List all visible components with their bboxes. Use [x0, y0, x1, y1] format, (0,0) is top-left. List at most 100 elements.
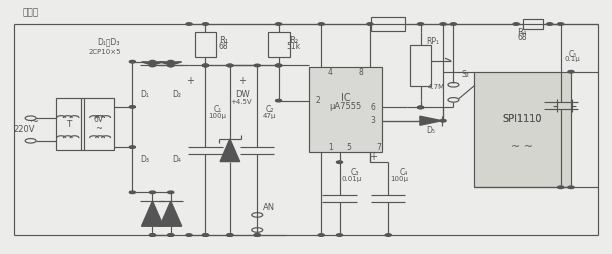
- Text: SPI1110: SPI1110: [502, 115, 542, 124]
- Text: 68: 68: [518, 33, 527, 42]
- Circle shape: [227, 64, 233, 67]
- Text: R₁: R₁: [219, 36, 228, 45]
- Text: 220V: 220V: [14, 125, 35, 134]
- Circle shape: [186, 23, 192, 25]
- Circle shape: [149, 60, 155, 63]
- Text: C₅: C₅: [569, 50, 577, 59]
- Circle shape: [417, 106, 424, 109]
- Text: RP₁: RP₁: [426, 37, 439, 46]
- Text: D₃: D₃: [141, 155, 150, 164]
- Text: C₃: C₃: [351, 168, 359, 177]
- Circle shape: [318, 23, 324, 25]
- Circle shape: [417, 106, 424, 109]
- Text: +: +: [369, 152, 377, 162]
- Circle shape: [558, 186, 564, 188]
- Circle shape: [440, 23, 446, 25]
- Circle shape: [168, 64, 174, 67]
- Text: C₄: C₄: [400, 168, 408, 177]
- Circle shape: [547, 23, 553, 25]
- Text: ~: ~: [95, 124, 102, 133]
- Text: 51k: 51k: [287, 42, 301, 51]
- Polygon shape: [160, 62, 182, 65]
- Text: SPI1110: SPI1110: [502, 115, 542, 124]
- Text: DW: DW: [234, 90, 250, 99]
- Circle shape: [275, 99, 282, 102]
- Circle shape: [203, 64, 209, 67]
- Text: IC: IC: [341, 93, 351, 103]
- Circle shape: [168, 234, 174, 236]
- Circle shape: [168, 64, 174, 67]
- Polygon shape: [141, 62, 163, 65]
- Text: 2CP10×5: 2CP10×5: [89, 49, 121, 55]
- Circle shape: [168, 191, 174, 194]
- Circle shape: [203, 234, 209, 236]
- Circle shape: [168, 60, 174, 63]
- Text: D₁～D₃: D₁～D₃: [97, 37, 119, 46]
- Circle shape: [129, 60, 135, 63]
- Polygon shape: [160, 201, 182, 226]
- Circle shape: [318, 234, 324, 236]
- Circle shape: [568, 70, 574, 73]
- Circle shape: [275, 64, 282, 67]
- Circle shape: [568, 186, 574, 188]
- Circle shape: [149, 191, 155, 194]
- Bar: [195, 32, 217, 57]
- Text: 6: 6: [371, 103, 375, 112]
- Text: 0.01μ: 0.01μ: [341, 176, 362, 182]
- Text: 47μ: 47μ: [263, 113, 276, 119]
- Bar: [267, 32, 289, 57]
- Polygon shape: [141, 201, 163, 226]
- Circle shape: [129, 191, 135, 194]
- Text: D₅: D₅: [427, 126, 435, 135]
- Text: R₂: R₂: [289, 36, 299, 45]
- Circle shape: [254, 64, 260, 67]
- Circle shape: [227, 234, 233, 236]
- Circle shape: [129, 146, 135, 148]
- Text: 5: 5: [346, 142, 351, 152]
- Bar: [56, 98, 114, 150]
- Bar: [474, 72, 571, 187]
- Text: 2: 2: [316, 96, 321, 105]
- Text: 100μ: 100μ: [209, 113, 226, 119]
- Circle shape: [513, 23, 519, 25]
- Text: D₄: D₄: [173, 155, 181, 164]
- Text: ~: ~: [29, 117, 39, 127]
- Circle shape: [558, 23, 564, 25]
- Circle shape: [385, 234, 391, 236]
- Text: +4.5V: +4.5V: [230, 99, 252, 105]
- Text: R₄: R₄: [518, 28, 527, 37]
- Text: +: +: [238, 75, 246, 86]
- Text: 0.1μ: 0.1μ: [565, 56, 581, 62]
- Text: 8: 8: [359, 69, 363, 77]
- Circle shape: [417, 23, 424, 25]
- Text: 68: 68: [219, 42, 228, 51]
- Circle shape: [337, 234, 343, 236]
- Text: 4.7M: 4.7M: [427, 84, 444, 90]
- Circle shape: [203, 64, 209, 67]
- Text: C₂: C₂: [265, 105, 274, 114]
- Circle shape: [168, 234, 174, 236]
- Text: 3: 3: [371, 116, 375, 125]
- Circle shape: [367, 23, 373, 25]
- Circle shape: [275, 23, 282, 25]
- Circle shape: [129, 106, 135, 108]
- Text: S₂: S₂: [461, 70, 469, 79]
- Polygon shape: [420, 116, 442, 125]
- Text: D₁: D₁: [141, 90, 149, 99]
- Text: +: +: [186, 75, 194, 86]
- Text: C₁: C₁: [214, 105, 222, 114]
- Circle shape: [254, 234, 260, 236]
- Text: AN: AN: [263, 203, 275, 212]
- Text: ~ ~: ~ ~: [511, 142, 533, 152]
- Text: 7: 7: [376, 142, 381, 152]
- Bar: [309, 67, 382, 152]
- Circle shape: [203, 64, 209, 67]
- Circle shape: [149, 234, 155, 236]
- Bar: [523, 20, 543, 28]
- Text: 4: 4: [328, 69, 333, 77]
- Circle shape: [275, 64, 282, 67]
- Circle shape: [203, 23, 209, 25]
- Circle shape: [227, 234, 233, 236]
- Text: 1: 1: [328, 142, 333, 152]
- Text: 6V: 6V: [94, 115, 104, 124]
